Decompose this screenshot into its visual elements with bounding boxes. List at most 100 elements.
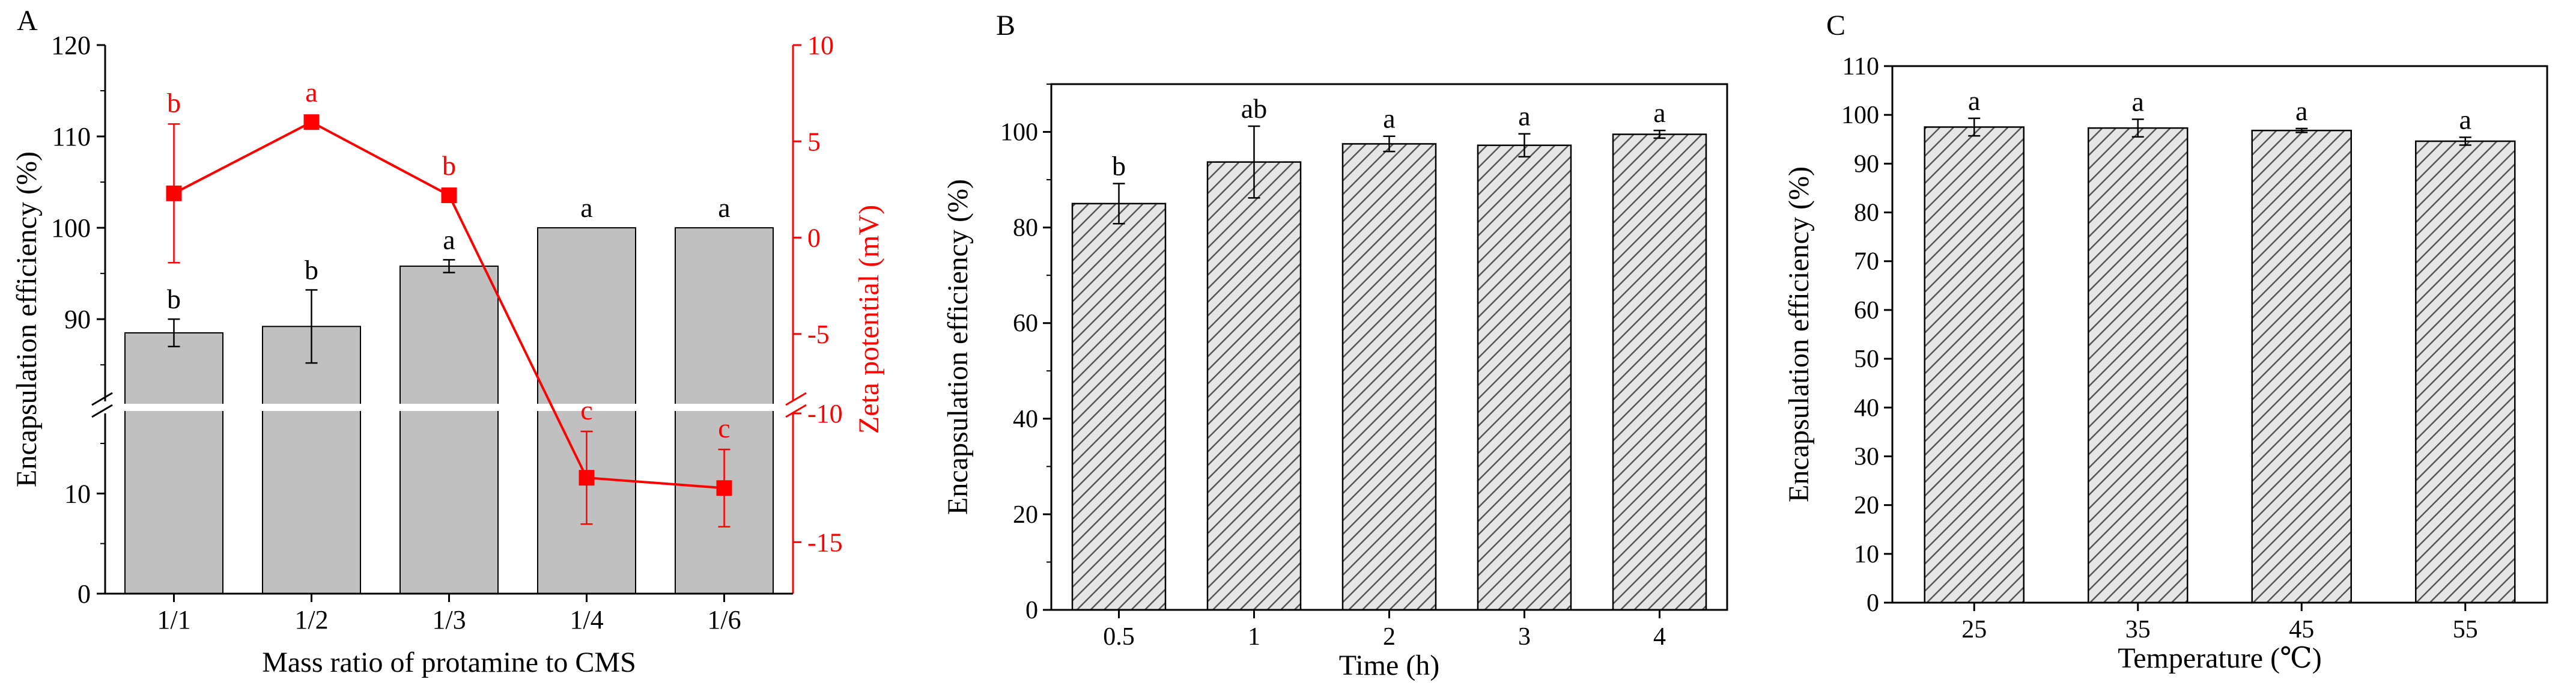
y-tick-label-right-5: 5 <box>807 127 821 156</box>
bar-letter-b-3: a <box>1518 101 1530 132</box>
y-tick-label-right-0: 0 <box>807 224 821 253</box>
y-tick-label-right-10: 10 <box>807 31 834 60</box>
bar-letter-c-3: a <box>2459 105 2471 135</box>
bar-letter-a-4: a <box>718 192 730 223</box>
y-tick-label-right--10: -10 <box>807 399 843 428</box>
y-tick-label-c-60: 60 <box>1854 297 1879 324</box>
bar-letter-c-1: a <box>2132 86 2144 117</box>
y-axis-title-a-right: Zeta potential (mV) <box>853 205 885 434</box>
bar-letter-c-2: a <box>2295 96 2307 126</box>
bar-letter-b-2: a <box>1383 103 1395 134</box>
x-tick-label-1/2: 1/2 <box>294 605 328 635</box>
bar-c-25 <box>1924 126 2025 604</box>
y-tick-label-c-30: 30 <box>1854 443 1879 470</box>
x-tick-label-b-0.5: 0.5 <box>1103 623 1135 651</box>
y-tick-label-c-100: 100 <box>1841 102 1879 129</box>
panel-b-chart: b ab a a a 0 20 40 60 80 100 0.5 1 2 3 4 Time (h) Encapsu… <box>942 10 1728 681</box>
bar-a-1/3 <box>399 265 499 594</box>
x-tick-label-1/3: 1/3 <box>432 605 466 635</box>
bar-b-0.5 <box>1071 202 1167 611</box>
zeta-letter-3: c <box>580 395 592 425</box>
y-tick-label-c-110: 110 <box>1842 53 1879 81</box>
axis-break-mark-left-2 <box>91 404 113 418</box>
bar-letter-a-2: a <box>443 224 455 255</box>
y-tick-label-c-90: 90 <box>1854 150 1879 178</box>
bar-letter-b-1: ab <box>1241 93 1267 124</box>
y-tick-label-b-20: 20 <box>1013 501 1038 529</box>
panel-label-a: A <box>17 5 38 37</box>
zeta-letter-2: b <box>442 150 456 181</box>
x-axis-title-c: Temperature (℃) <box>2118 642 2322 674</box>
y-tick-label-b-80: 80 <box>1013 215 1038 242</box>
x-tick-label-c-45: 45 <box>2289 616 2314 644</box>
y-axis-title-c: Encapsulation efficiency (%) <box>1783 166 1815 502</box>
bar-letter-b-4: a <box>1653 97 1665 128</box>
zeta-marker-1/4 <box>579 470 595 486</box>
y-tick-label-c-0: 0 <box>1867 589 1879 617</box>
y-tick-label-left-10: 10 <box>64 479 91 508</box>
x-tick-label-c-25: 25 <box>1961 616 1987 644</box>
x-axis-title-a: Mass ratio of protamine to CMS <box>262 647 636 678</box>
y-tick-label-b-60: 60 <box>1013 310 1038 338</box>
y-tick-label-right--15: -15 <box>807 528 843 557</box>
bar-a-1/2 <box>262 326 361 594</box>
panel-c-chart: a a a a 0 10 20 30 40 50 60 70 80 90 100 110 25 35 45 55 Tem… <box>1783 10 2548 674</box>
zeta-letter-4: c <box>718 413 730 443</box>
x-tick-label-1/1: 1/1 <box>157 605 190 635</box>
bar-b-2 <box>1341 143 1437 611</box>
y-tick-label-left-120: 120 <box>51 31 91 60</box>
plot-frame-c <box>1891 65 2548 604</box>
y-tick-label-c-70: 70 <box>1854 248 1879 276</box>
y-tick-label-b-0: 0 <box>1025 597 1038 624</box>
panel-label-b: B <box>996 10 1015 41</box>
y-axis-title-a-left: Encapsulation efficiency (%) <box>11 151 43 487</box>
bar-b-1 <box>1206 161 1302 611</box>
y-tick-label-c-40: 40 <box>1854 394 1879 422</box>
y-tick-label-c-20: 20 <box>1854 492 1879 520</box>
bar-b-4 <box>1612 133 1707 611</box>
bar-c-55 <box>2415 140 2516 604</box>
y-tick-label-b-100: 100 <box>1000 119 1038 147</box>
x-tick-label-c-35: 35 <box>2125 616 2151 644</box>
x-tick-label-1/6: 1/6 <box>707 605 741 635</box>
axis-break-mark-right-2 <box>785 404 807 418</box>
y-tick-label-left-110: 110 <box>52 122 91 151</box>
panel-label-c: C <box>1826 10 1845 41</box>
y-tick-label-left-90: 90 <box>64 305 91 334</box>
x-tick-label-1/4: 1/4 <box>570 605 603 635</box>
x-tick-label-b-2: 2 <box>1383 623 1396 651</box>
y-tick-label-c-80: 80 <box>1854 199 1879 227</box>
axis-break-mark-right-1 <box>785 392 807 406</box>
x-tick-label-b-1: 1 <box>1248 623 1260 651</box>
y-tick-label-c-50: 50 <box>1854 345 1879 373</box>
x-tick-label-b-3: 3 <box>1518 623 1531 651</box>
bar-b-3 <box>1477 144 1572 611</box>
axis-break-mark-left-1 <box>91 392 113 406</box>
zeta-marker-1/1 <box>166 185 182 201</box>
zeta-marker-1/2 <box>303 114 320 130</box>
zeta-marker-1/6 <box>716 480 732 496</box>
bar-letter-a-3: a <box>580 192 592 223</box>
y-tick-label-right--5: -5 <box>807 320 830 349</box>
bar-c-45 <box>2251 129 2352 604</box>
panel-a-chart: b b a a a 0 10 90 100 110 120 -15 -10 -5 0 5 10 1/1 1/2 1/3… <box>11 5 885 678</box>
bar-letter-c-0: a <box>1968 85 1980 116</box>
x-tick-label-c-55: 55 <box>2453 616 2478 644</box>
y-tick-label-c-10: 10 <box>1854 541 1879 568</box>
axis-break-band <box>104 404 794 411</box>
zeta-letter-0: b <box>167 87 181 118</box>
zeta-letter-1: a <box>305 77 317 108</box>
bar-letter-a-1: b <box>305 254 318 285</box>
y-tick-label-left-0: 0 <box>77 579 91 609</box>
bar-c-35 <box>2088 127 2189 604</box>
bar-letter-a-0: b <box>167 284 181 314</box>
bar-a-1/1 <box>124 332 223 594</box>
zeta-marker-1/3 <box>441 187 457 204</box>
x-axis-title-b: Time (h) <box>1339 650 1440 681</box>
bar-letter-b-0: b <box>1112 150 1126 181</box>
y-tick-label-b-40: 40 <box>1013 406 1038 433</box>
y-axis-title-b: Encapsulation efficiency (%) <box>942 179 974 515</box>
y-tick-label-left-100: 100 <box>51 213 91 243</box>
x-tick-label-b-4: 4 <box>1653 623 1666 651</box>
